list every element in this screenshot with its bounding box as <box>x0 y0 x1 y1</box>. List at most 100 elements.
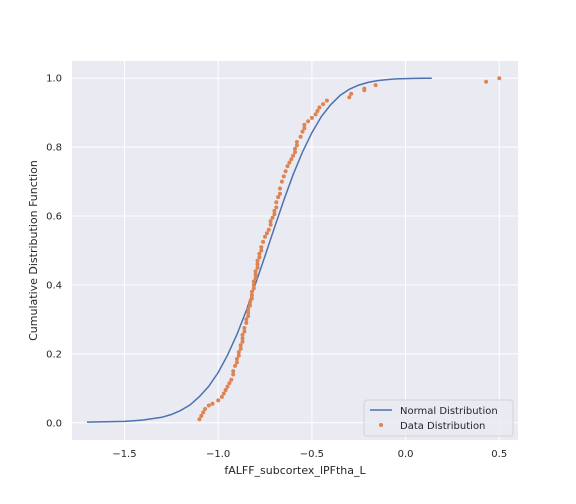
data-point <box>484 79 489 84</box>
y-tick-label: 0.0 <box>46 418 62 429</box>
y-tick-label: 0.2 <box>46 349 62 360</box>
data-point <box>225 384 230 389</box>
data-point <box>283 169 288 174</box>
x-tick-label: 0.5 <box>491 449 507 460</box>
data-point <box>266 227 271 232</box>
data-point <box>233 363 237 368</box>
data-point <box>281 174 286 179</box>
data-point <box>231 369 236 374</box>
data-point <box>300 129 305 134</box>
data-point <box>240 332 245 337</box>
data-point <box>317 105 322 110</box>
data-point <box>274 200 279 205</box>
data-point <box>238 346 243 351</box>
x-tick-label: −1.5 <box>112 449 136 460</box>
data-point <box>236 353 241 358</box>
normal-distribution-line <box>86 77 432 423</box>
data-point <box>321 102 326 107</box>
data-point <box>257 251 262 256</box>
data-point <box>236 350 241 355</box>
data-point <box>315 109 320 113</box>
data-point <box>261 239 266 244</box>
legend-box <box>363 399 514 437</box>
data-point <box>238 343 243 348</box>
data-point <box>270 215 275 220</box>
data-point <box>293 146 297 151</box>
data-point <box>268 219 273 224</box>
data-point <box>302 122 307 127</box>
data-point <box>279 179 284 184</box>
data-point <box>278 186 282 191</box>
data-point <box>244 320 249 325</box>
data-point <box>285 164 290 169</box>
data-point <box>231 372 236 377</box>
x-gridlines <box>123 61 500 440</box>
data-point <box>278 191 282 196</box>
data-point <box>272 208 277 213</box>
data-point <box>497 76 502 81</box>
data-point <box>240 336 245 341</box>
data-point <box>263 234 267 239</box>
data-point <box>268 222 273 227</box>
x-tick-labels: −1.5 −1.0 −0.5 0.0 0.5 <box>112 449 507 460</box>
y-tick-label: 0.8 <box>46 143 62 154</box>
data-point <box>255 262 260 267</box>
data-point <box>313 112 318 117</box>
data-point <box>255 258 260 263</box>
data-point <box>251 283 256 287</box>
data-point <box>242 329 247 334</box>
data-point <box>287 160 292 165</box>
data-distribution-series <box>197 76 502 422</box>
legend: Normal Distribution Data Distribution <box>363 399 514 437</box>
data-point <box>199 413 204 418</box>
data-point <box>298 134 303 139</box>
data-point <box>206 403 211 408</box>
plot-area <box>72 61 518 440</box>
x-axis-label: fALFF_subcortex_lPFtha_L <box>224 464 366 477</box>
data-point <box>249 289 254 294</box>
data-point <box>291 153 296 158</box>
data-point <box>362 86 367 91</box>
data-point <box>347 95 352 100</box>
data-point <box>259 245 264 250</box>
data-point <box>210 401 215 406</box>
y-tick-label: 0.4 <box>46 280 62 291</box>
data-point <box>248 303 252 308</box>
data-point <box>309 115 314 120</box>
data-point <box>306 119 311 124</box>
x-tick-label: 0.0 <box>398 449 414 460</box>
data-point <box>249 296 254 301</box>
y-axis-label: Cumulative Distribution Function <box>27 160 40 341</box>
data-point <box>293 150 297 155</box>
data-point <box>294 143 299 148</box>
data-point <box>248 300 252 305</box>
data-point <box>203 407 208 411</box>
data-point <box>251 286 256 291</box>
x-tick-label: −1.0 <box>206 449 230 460</box>
data-point <box>253 269 258 274</box>
data-point <box>253 276 258 281</box>
data-point <box>242 326 247 330</box>
data-point <box>240 339 245 344</box>
data-point <box>234 357 239 361</box>
data-point <box>253 272 258 277</box>
data-point <box>294 140 299 144</box>
data-point <box>216 398 221 403</box>
data-point <box>302 126 307 131</box>
data-point <box>289 157 294 162</box>
data-point <box>221 391 226 396</box>
data-point <box>373 83 378 88</box>
legend-data-swatch <box>379 423 383 427</box>
data-point <box>246 310 251 315</box>
data-point <box>246 314 251 318</box>
legend-normal-label: Normal Distribution <box>400 406 498 417</box>
data-point <box>259 248 264 253</box>
data-point <box>227 381 232 386</box>
data-point <box>349 91 354 96</box>
data-point <box>249 293 254 298</box>
data-point <box>229 377 234 382</box>
normal-distribution-series <box>86 77 432 423</box>
y-tick-label: 1.0 <box>46 74 62 85</box>
data-point <box>223 388 228 392</box>
